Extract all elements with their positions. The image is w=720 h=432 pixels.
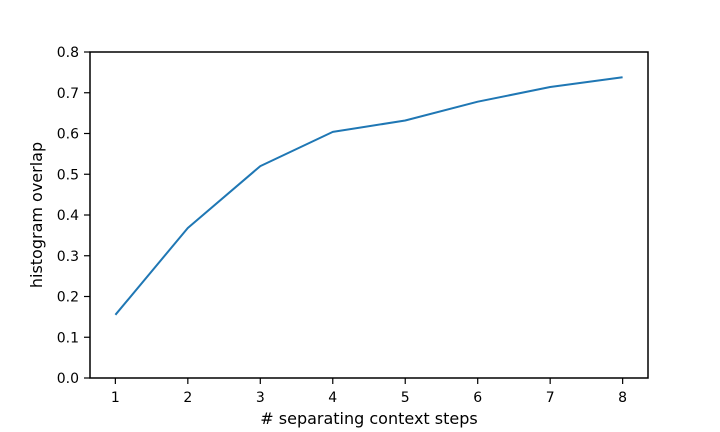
- x-tick-label: 8: [618, 390, 627, 406]
- y-tick-label: 0.3: [57, 249, 79, 265]
- y-tick-label: 0.0: [57, 371, 79, 387]
- x-tick-label: 3: [256, 390, 265, 406]
- x-tick-label: 2: [183, 390, 192, 406]
- y-tick-label: 0.8: [57, 45, 79, 61]
- series-line: [114, 76, 623, 316]
- y-tick-label: 0.6: [57, 127, 79, 143]
- x-axis-label: # separating context steps: [260, 409, 477, 428]
- y-tick-label: 0.1: [57, 330, 79, 346]
- y-tick-label: 0.7: [57, 86, 79, 102]
- plot-area: [89, 51, 649, 379]
- y-tick-label: 0.2: [57, 290, 79, 306]
- x-tick-label: 4: [328, 390, 337, 406]
- y-tick-label: 0.4: [57, 208, 79, 224]
- x-tick-label: 7: [546, 390, 555, 406]
- y-axis-ticks: 0.0 0.1 0.2 0.3 0.4 0.5 0.6 0.7 0.8: [57, 45, 90, 387]
- y-axis-label: histogram overlap: [27, 142, 46, 288]
- x-tick-label: 5: [401, 390, 410, 406]
- y-tick-label: 0.5: [57, 167, 79, 183]
- x-axis-ticks: 1 2 3 4 5 6 7 8: [111, 378, 627, 406]
- x-tick-label: 6: [473, 390, 482, 406]
- x-tick-label: 1: [111, 390, 120, 406]
